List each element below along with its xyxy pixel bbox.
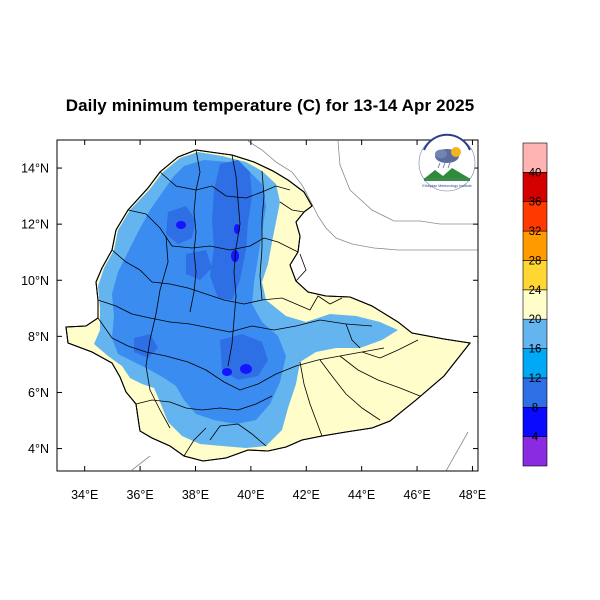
colorbar-label: 24 bbox=[529, 285, 542, 297]
lon-tick-label: 38°E bbox=[182, 488, 209, 502]
latitude-axis: 14°N 12°N 10°N 8°N 6°N 4°N bbox=[21, 162, 478, 456]
lat-tick-label: 6°N bbox=[28, 386, 49, 400]
lon-tick-label: 44°E bbox=[348, 488, 375, 502]
colorbar-box bbox=[522, 436, 548, 467]
lat-tick-label: 14°N bbox=[21, 162, 49, 176]
colorbar-label: 36 bbox=[529, 197, 542, 209]
colorbar-label: 40 bbox=[529, 167, 542, 179]
colorbar-box bbox=[522, 406, 548, 437]
colorbar-box bbox=[522, 377, 548, 408]
colorbar-label: 28 bbox=[529, 255, 542, 267]
colorbar-box bbox=[522, 142, 548, 173]
lat-tick-label: 8°N bbox=[28, 330, 49, 344]
lon-tick-label: 46°E bbox=[403, 488, 430, 502]
colorbar: 4 8 12 16 20 24 28 32 36 40 bbox=[522, 142, 548, 467]
ethiopian-meteorology-institute-logo: Ethiopian Meteorology Institute bbox=[418, 133, 476, 192]
lon-tick-label: 36°E bbox=[126, 488, 153, 502]
colorbar-box bbox=[522, 230, 548, 261]
lon-tick-label: 48°E bbox=[459, 488, 486, 502]
colorbar-label: 16 bbox=[529, 344, 542, 356]
temp-band-8-12 bbox=[134, 160, 268, 380]
colorbar-box bbox=[522, 289, 548, 320]
colorbar-label: 12 bbox=[529, 373, 542, 385]
temp-band-4-8 bbox=[176, 221, 252, 376]
colorbar-label: 20 bbox=[529, 314, 542, 326]
lat-tick-label: 4°N bbox=[28, 442, 49, 456]
colorbar-box bbox=[522, 318, 548, 349]
colorbar-box bbox=[522, 348, 548, 379]
ethiopia-border bbox=[65, 149, 472, 462]
longitude-axis: 34°E 36°E 38°E 40°E 42°E 44°E 46°E 48°E bbox=[71, 140, 486, 502]
colorbar-box bbox=[522, 260, 548, 291]
lat-tick-label: 12°N bbox=[21, 218, 49, 232]
logo-caption: Ethiopian Meteorology Institute bbox=[422, 184, 471, 188]
admin-boundaries bbox=[97, 149, 421, 457]
colorbar-label: 8 bbox=[532, 402, 538, 414]
colorbar-box bbox=[522, 201, 548, 232]
map-title: Daily minimum temperature (C) for 13-14 … bbox=[65, 96, 475, 115]
lon-tick-label: 42°E bbox=[293, 488, 320, 502]
map-frame bbox=[56, 139, 479, 472]
neighbor-boundaries bbox=[131, 140, 478, 471]
lon-tick-label: 40°E bbox=[237, 488, 264, 502]
lat-tick-label: 10°N bbox=[21, 274, 49, 288]
colorbar-label: 32 bbox=[529, 226, 542, 238]
colorbar-label: 4 bbox=[532, 432, 539, 444]
lon-tick-label: 34°E bbox=[71, 488, 98, 502]
